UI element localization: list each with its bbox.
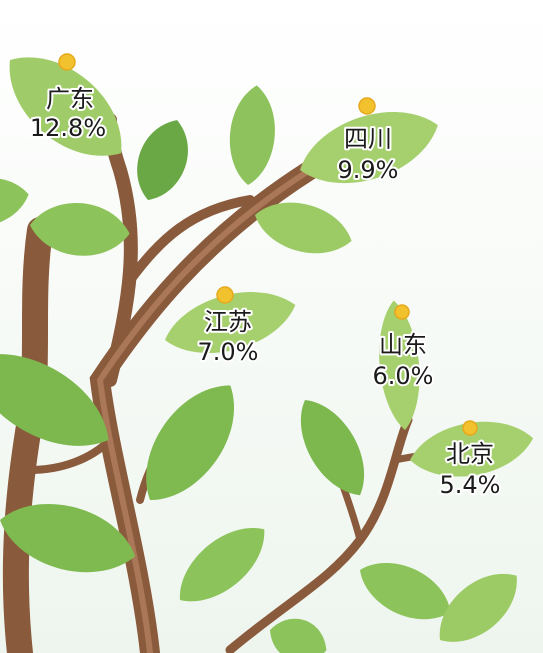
region-share: 5.4% [440,471,501,499]
region-share: 6.0% [373,362,434,390]
region-share: 7.0% [198,338,259,366]
marker-dot [358,97,376,115]
branches [2,113,464,653]
region-share: 12.8% [30,114,106,142]
marker-dot [216,286,234,304]
markers [58,53,478,436]
region-name: 江苏 [204,308,252,336]
region-name: 北京 [446,440,494,468]
marker-dot [394,304,410,320]
labels: 广东 12.8% 四川 9.9% 江苏 7.0% 山东 6.0% 北京 5.4% [28,83,503,501]
region-name: 四川 [344,125,392,153]
marker-dot [58,53,76,71]
region-share: 9.9% [338,156,399,184]
region-name: 广东 [46,85,94,113]
region-name: 山东 [379,331,427,359]
marker-dot [462,420,478,436]
